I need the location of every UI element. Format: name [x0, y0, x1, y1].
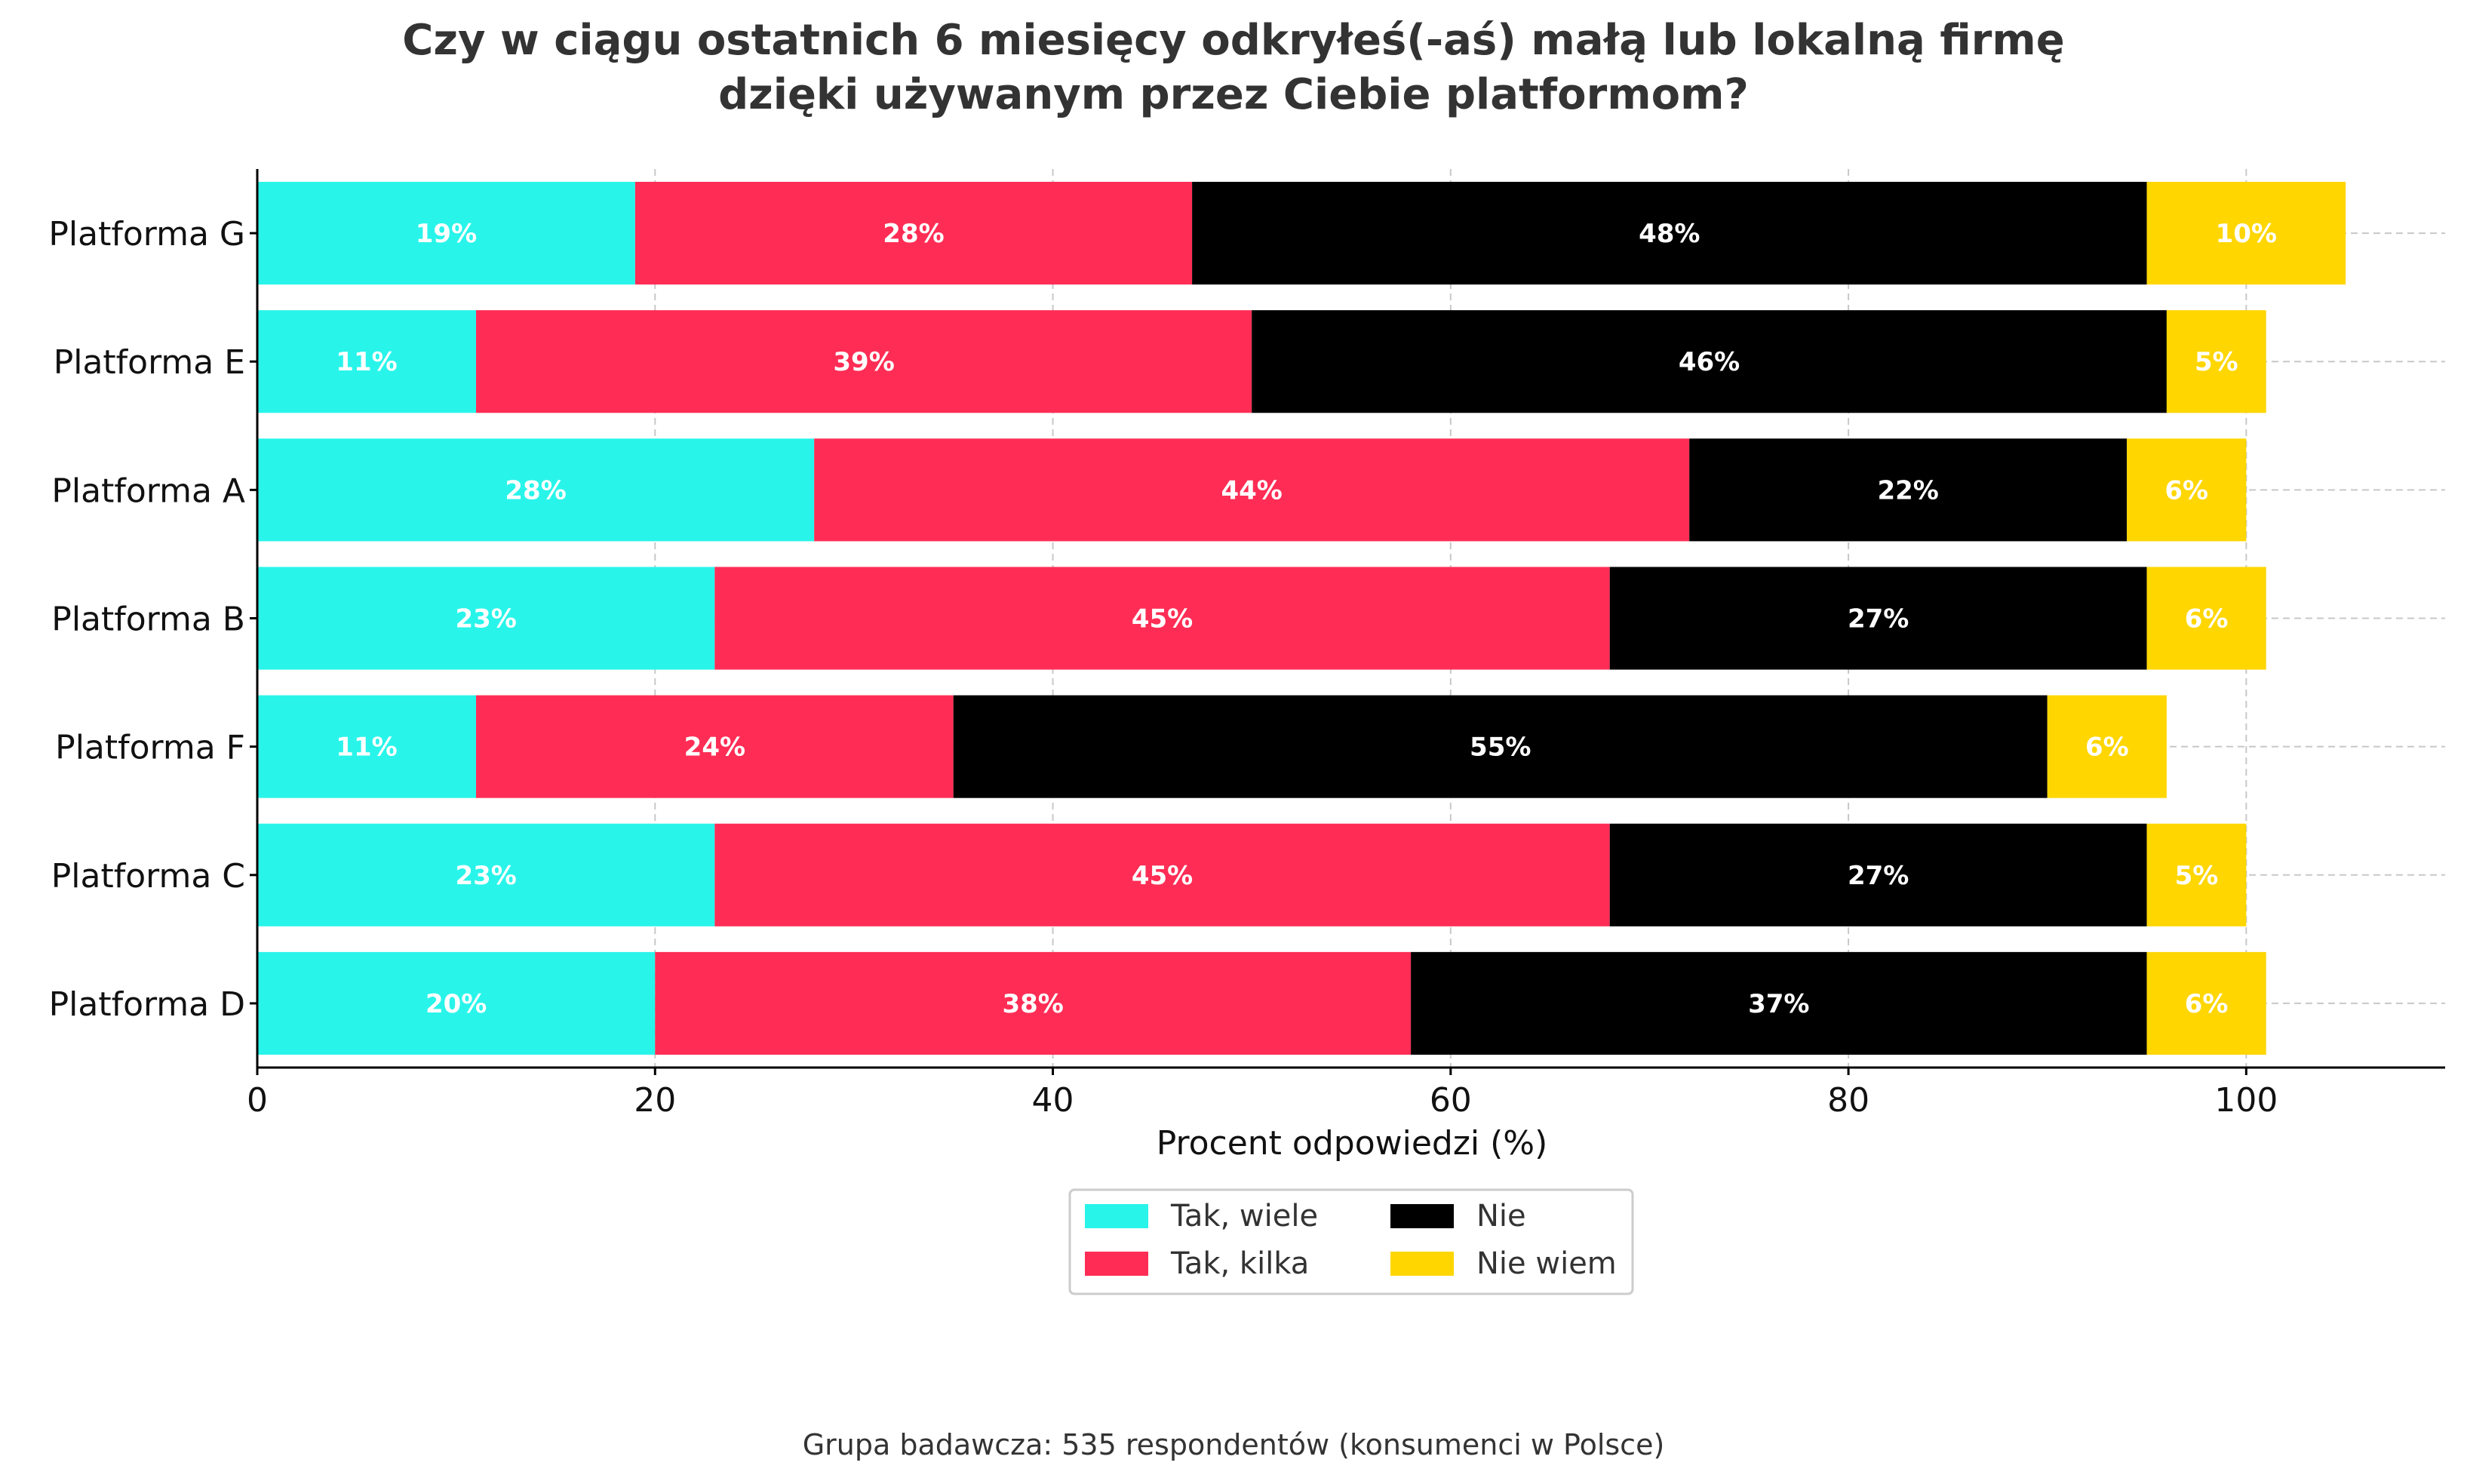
legend-swatch: [1085, 1252, 1148, 1276]
bar-value-label: 6%: [2185, 989, 2229, 1019]
bar-value-label: 23%: [455, 604, 516, 634]
bar-segment: [476, 310, 1252, 413]
x-tick-label: 20: [634, 1081, 676, 1120]
bar-segment: [257, 438, 815, 542]
bars-layer: [257, 182, 2346, 1055]
bar-value-label: 22%: [1877, 475, 1938, 505]
bar-segment: [2146, 951, 2266, 1055]
legend-swatch: [1390, 1204, 1454, 1228]
bar-value-label: 10%: [2216, 219, 2277, 249]
bar-segment: [655, 951, 1412, 1055]
bar-segment: [257, 567, 715, 670]
bar-value-label: 28%: [883, 219, 944, 249]
bar-segment: [2047, 695, 2167, 798]
bar-segment: [476, 695, 954, 798]
bar-segment: [2146, 823, 2247, 926]
legend-entry-label: Nie: [1476, 1199, 1526, 1234]
bar-value-label: 6%: [2185, 604, 2229, 634]
bar-value-label: 55%: [1470, 733, 1531, 763]
bar-segment: [1252, 310, 2167, 413]
bar-value-label: 27%: [1848, 861, 1909, 891]
legend-frame: [1068, 1188, 1634, 1295]
bar-value-label: 6%: [2085, 733, 2129, 763]
bar-segment: [257, 951, 656, 1055]
legend-swatch: [1390, 1252, 1454, 1276]
bar-value-label: 45%: [1132, 861, 1193, 891]
bar-value-label: 27%: [1848, 604, 1909, 634]
bar-segment: [2166, 310, 2266, 413]
bar-value-label: 38%: [1002, 989, 1063, 1019]
bar-segment: [953, 695, 2048, 798]
x-tick-label: 40: [1032, 1081, 1074, 1120]
chart-title: Czy w ciągu ostatnich 6 miesięcy odkryłe…: [0, 14, 2467, 122]
bar-value-label: 5%: [2175, 861, 2219, 891]
bar-value-label: 37%: [1748, 989, 1809, 1019]
bar-segment: [2127, 438, 2247, 542]
bar-segment: [257, 823, 715, 926]
bar-segment: [2146, 567, 2266, 670]
y-tick-label: Platforma D: [49, 985, 245, 1024]
legend-entry-label: Tak, wiele: [1170, 1199, 1318, 1234]
bar-segment: [1609, 567, 2147, 670]
legend-entry-label: Tak, kilka: [1170, 1246, 1309, 1281]
bar-segment: [257, 695, 476, 798]
chart-title-line-1: Czy w ciągu ostatnich 6 miesięcy odkryłe…: [402, 16, 2065, 65]
y-tick-label: Platforma A: [51, 472, 245, 510]
bar-value-label: 11%: [336, 733, 397, 763]
bar-value-label: 45%: [1132, 604, 1193, 634]
bar-segment: [714, 823, 1610, 926]
y-tick-label: Platforma E: [54, 343, 245, 382]
chart-title-line-2: dzięki używanym przez Ciebie platformom?: [718, 70, 1749, 119]
y-tick-label: Platforma C: [51, 857, 245, 896]
bar-value-label: 11%: [336, 347, 397, 377]
bar-value-label: 24%: [684, 733, 745, 763]
y-tick-label: Platforma G: [48, 215, 245, 253]
legend: Tak, wiele Tak, kilka Nie Nie wiem: [1068, 1188, 1634, 1295]
bar-segment: [1689, 438, 2128, 542]
y-tick-label: Platforma F: [55, 729, 245, 767]
bar-segment: [257, 310, 476, 413]
bar-value-label: 6%: [2164, 475, 2208, 505]
bar-value-label: 28%: [505, 475, 566, 505]
x-tick-label: 60: [1430, 1081, 1472, 1120]
bar-labels-layer: 19% 28% 48% 10% 11% 39% 46% 5% 28% 44% 22% 6% 23% 45%…: [336, 219, 2277, 1019]
sample-caption: Grupa badawcza: 535 respondentów (konsum…: [803, 1428, 1665, 1461]
bar-segment: [634, 182, 1193, 285]
bar-segment: [814, 438, 1690, 542]
legend-entry-label: Nie wiem: [1476, 1246, 1617, 1281]
bar-segment: [1609, 823, 2147, 926]
bar-value-label: 20%: [426, 989, 487, 1019]
bar-value-label: 19%: [416, 219, 477, 249]
bar-segment: [1192, 182, 2147, 285]
bar-segment: [2146, 182, 2346, 285]
x-tick-label: 100: [2214, 1081, 2278, 1120]
bar-segment: [714, 567, 1610, 670]
bar-value-label: 44%: [1221, 475, 1282, 505]
x-tick-label: 80: [1827, 1081, 1869, 1120]
x-axis-label: Procent odpowiedzi (%): [1157, 1124, 1548, 1163]
bar-value-label: 46%: [1679, 347, 1740, 377]
legend-items: Tak, wiele Tak, kilka Nie Nie wiem: [1085, 1199, 1617, 1281]
bar-segment: [257, 182, 635, 285]
bar-value-label: 23%: [455, 861, 516, 891]
x-tick-label: 0: [247, 1081, 268, 1120]
bar-value-label: 5%: [2195, 347, 2238, 377]
y-tick-label: Platforma B: [51, 601, 245, 639]
bar-value-label: 48%: [1639, 219, 1700, 249]
bar-value-label: 39%: [833, 347, 894, 377]
legend-swatch: [1085, 1204, 1148, 1228]
bar-segment: [1411, 951, 2147, 1055]
axes-layer: Platforma G Platforma E Platforma A Platfor…: [48, 169, 2445, 1120]
